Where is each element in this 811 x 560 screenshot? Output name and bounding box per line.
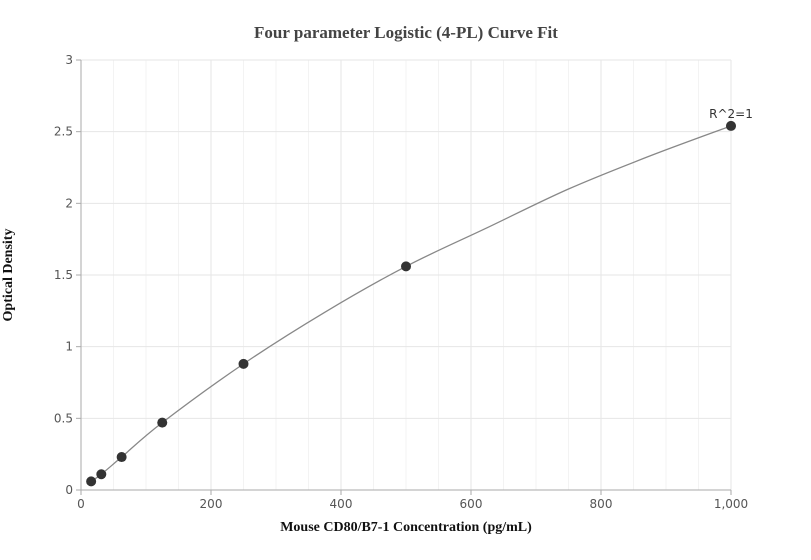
data-point (116, 452, 127, 463)
y-tick-label: 1 (65, 340, 73, 354)
x-tick-label: 800 (590, 497, 613, 511)
axes: 0 0.5 1 1.5 2 2.5 3 0 200 400 600 800 1,000 (54, 53, 748, 511)
data-point (238, 358, 249, 369)
data-points (86, 120, 736, 487)
y-tick-label: 0.5 (54, 411, 73, 425)
y-tick-label: 1.5 (54, 268, 73, 282)
y-tick-label: 2 (65, 196, 73, 210)
fit-curve-line (90, 125, 732, 482)
data-point (401, 261, 411, 272)
chart-title: Four parameter Logistic (4-PL) Curve Fit (254, 23, 558, 42)
x-tick-label: 600 (460, 497, 483, 511)
r-squared-label: R^2=1 (709, 107, 753, 121)
x-tick-label: 200 (200, 497, 223, 511)
grid (80, 59, 732, 491)
y-tick-label: 0 (65, 483, 73, 497)
data-point (157, 417, 168, 428)
data-point (86, 476, 97, 487)
y-axis-title: Optical Density (1, 229, 16, 322)
y-tick-label: 3 (65, 53, 73, 67)
x-tick-label: 1,000 (714, 497, 748, 511)
data-point (96, 469, 107, 480)
y-tick-label: 2.5 (54, 125, 73, 139)
fit-curve-group (90, 125, 732, 482)
x-tick-label: 400 (330, 497, 353, 511)
x-axis-title: Mouse CD80/B7-1 Concentration (pg/mL) (280, 520, 532, 535)
x-tick-label: 0 (77, 497, 85, 511)
data-point (726, 120, 736, 131)
annotations: R^2=1 (709, 107, 753, 121)
